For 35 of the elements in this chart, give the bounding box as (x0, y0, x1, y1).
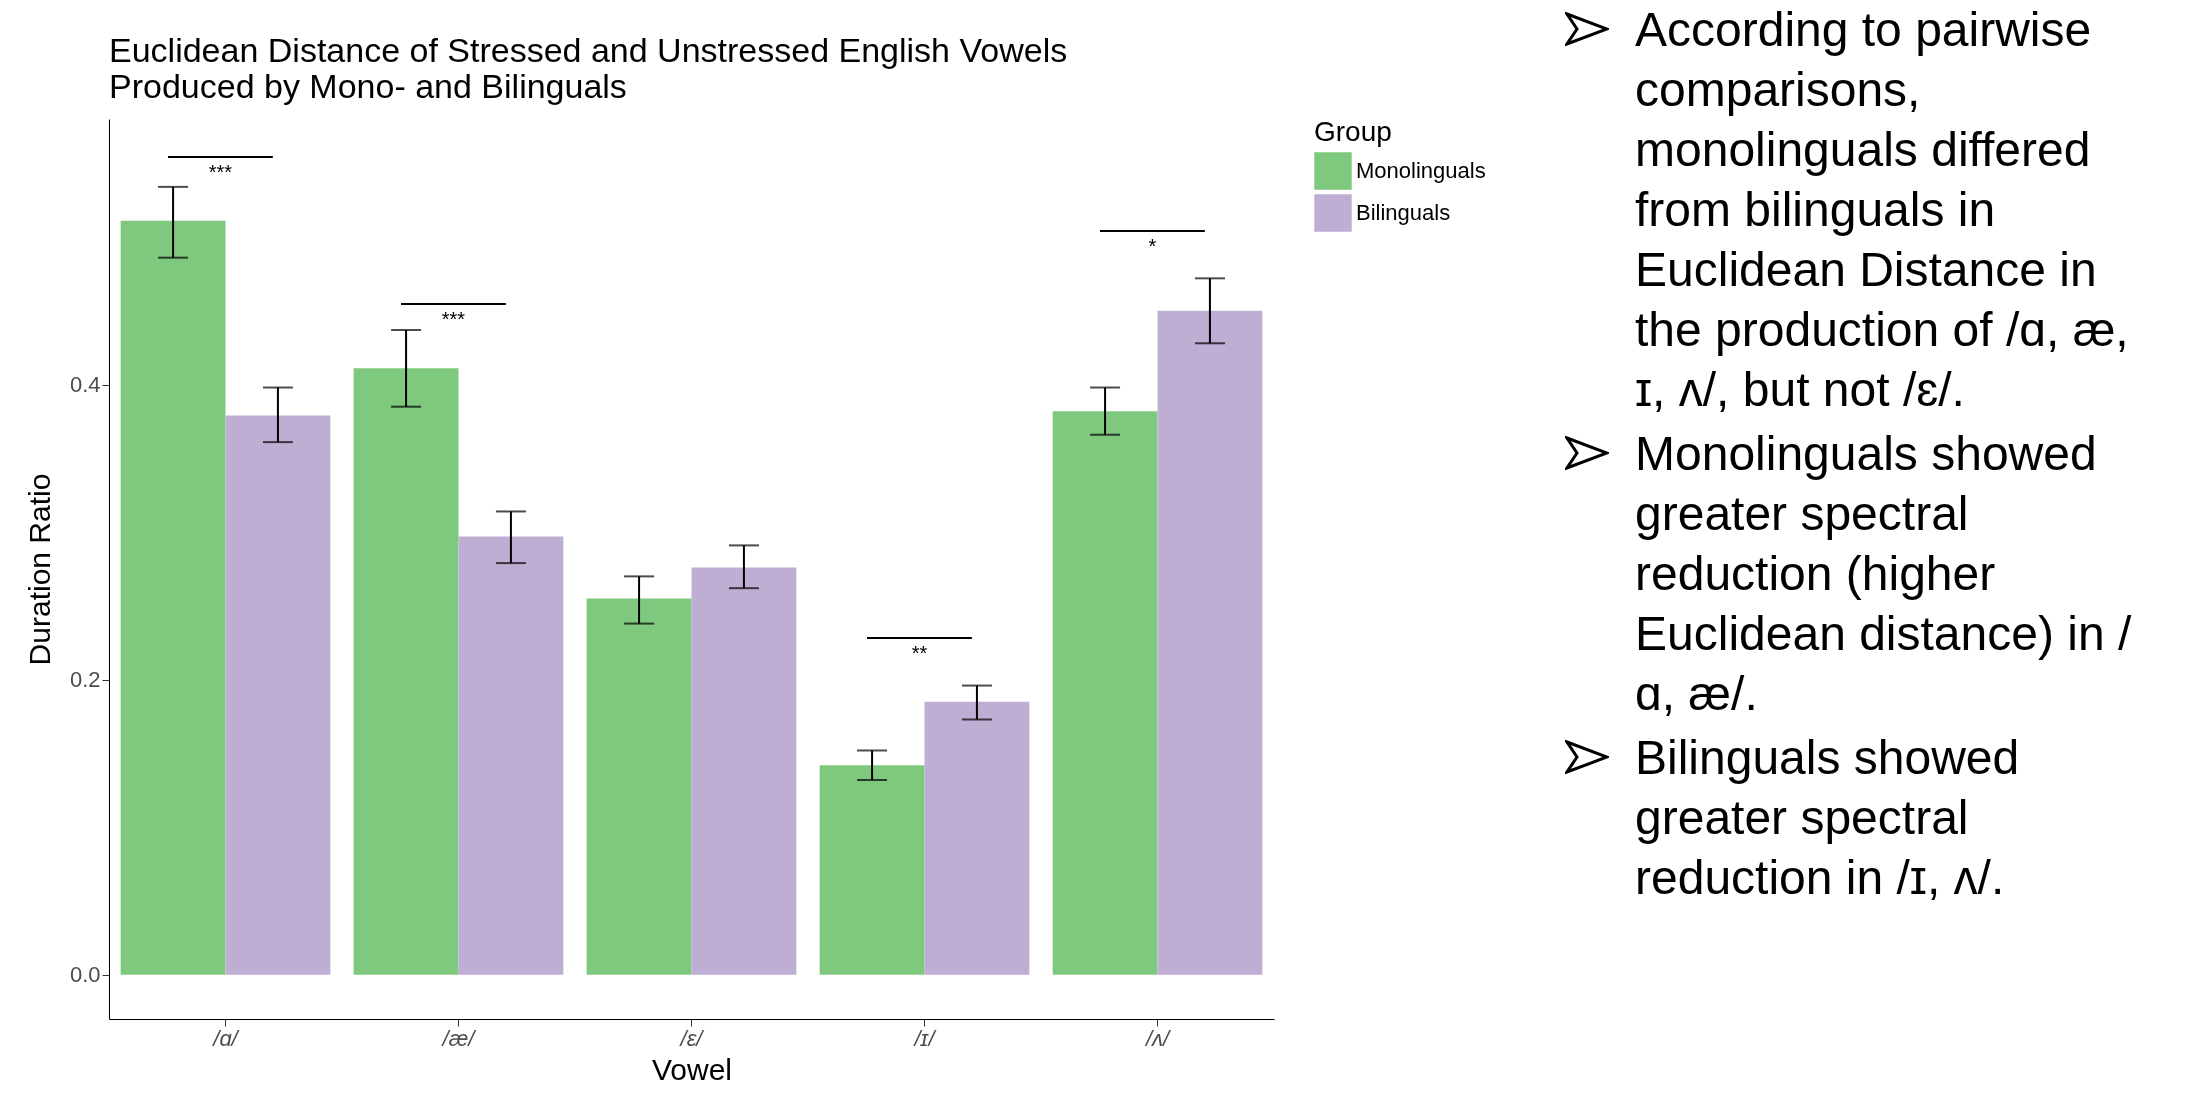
x-tick-label: /ʌ/ (1143, 1025, 1171, 1051)
x-tick-label: /ɛ/ (678, 1025, 705, 1051)
bar (120, 220, 226, 975)
annotation: *** (208, 160, 233, 183)
bar (819, 765, 925, 975)
bar (225, 415, 331, 975)
y-tick-label: 0.2 (69, 667, 101, 693)
x-axis-title: Vowel (651, 1052, 733, 1086)
y-tick-label: 0.0 (69, 962, 101, 988)
bar (924, 701, 1030, 975)
bar (353, 368, 459, 975)
bar (586, 598, 692, 975)
legend-label: Monolinguals (1356, 158, 1486, 183)
bar (1157, 310, 1263, 975)
x-tick-label: /ɑ/ (211, 1025, 240, 1051)
legend-label: Bilinguals (1356, 200, 1451, 225)
annotation: *** (441, 308, 466, 331)
chart-title: Euclidean Distance of Stressed and Unstressed English Vowels Produced by Mono- and Bilinguals (109, 31, 1068, 105)
y-axis-title: Duration Ratio (22, 473, 56, 666)
x-tick-label: /æ/ (440, 1025, 477, 1051)
bar (458, 536, 564, 975)
y-tick-label: 0.4 (69, 372, 101, 398)
significance-bracket: *** (166, 154, 275, 187)
significance-bracket: * (1098, 228, 1207, 261)
text: Bilinguals showed greater spectral reduction in /ɪ, ʌ/. (1635, 731, 2020, 904)
annotation: ** (911, 641, 928, 664)
x-tick-label: /ɪ/ (912, 1025, 937, 1051)
text: Monolinguals showed greater spectral reduction (higher Euclidean distance) in /ɑ, æ/. (1635, 427, 2132, 720)
bar (691, 567, 797, 975)
significance-bracket: *** (399, 302, 508, 335)
significance-bracket: ** (865, 635, 974, 668)
legend-title: Group (1314, 116, 1392, 147)
text: According to pairwise comparisons, monolinguals differed from bilinguals in Euclidean Distance in the production of /ɑ, æ, ɪ, ʌ/, but not /ɛ/. (1635, 3, 2129, 416)
annotation: * (1148, 234, 1157, 257)
bar (1052, 411, 1158, 975)
